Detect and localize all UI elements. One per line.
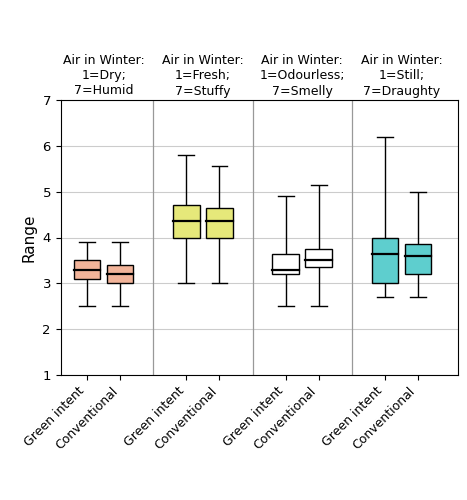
Text: Air in Winter:
1=Still;
7=Draughty: Air in Winter: 1=Still; 7=Draughty: [361, 54, 442, 98]
Bar: [272, 254, 299, 274]
Bar: [372, 238, 398, 284]
Bar: [173, 206, 200, 238]
Y-axis label: Range: Range: [22, 213, 37, 262]
Text: Air in Winter:
1=Dry;
7=Humid: Air in Winter: 1=Dry; 7=Humid: [63, 54, 145, 98]
Text: Air in Winter:
1=Fresh;
7=Stuffy: Air in Winter: 1=Fresh; 7=Stuffy: [162, 54, 244, 98]
Bar: [74, 260, 100, 279]
Text: Air in Winter:
1=Odourless;
7=Smelly: Air in Winter: 1=Odourless; 7=Smelly: [260, 54, 345, 98]
Bar: [405, 244, 431, 274]
Bar: [305, 249, 332, 268]
Bar: [206, 208, 233, 238]
Bar: [107, 265, 134, 283]
